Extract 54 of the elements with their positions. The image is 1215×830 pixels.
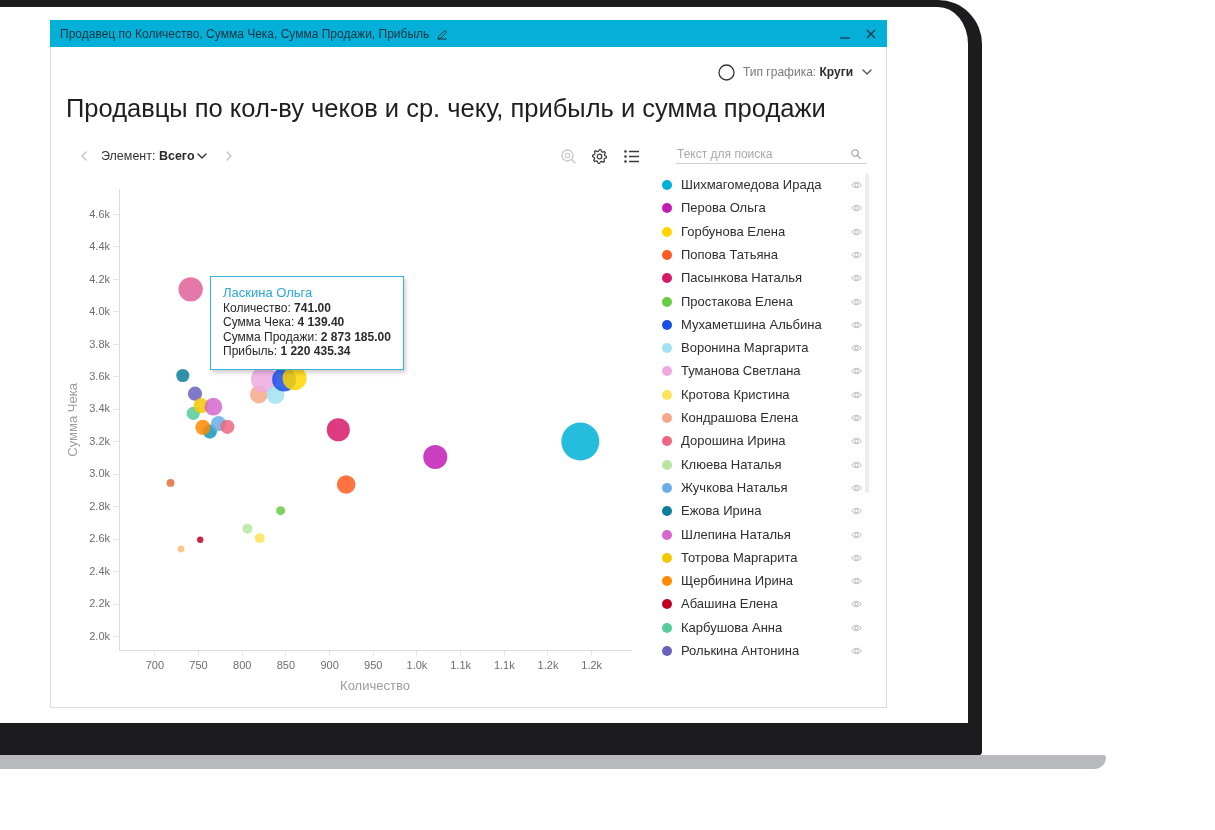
x-tick-label: 950 <box>364 659 383 672</box>
tooltip: Ласкина Ольга Количество: 741.00 Сумма Чека: 4 139.40 Сумма Продажи: 2 873 185.00 Прибыль: 1 220 435.34 <box>210 276 404 370</box>
legend-label: Клюева Наталья <box>681 456 782 473</box>
chart-title: Продавцы по кол-ву чеков и ср. чеку, прибыль и сумма продажи <box>66 93 826 123</box>
text: Тип графика: Круги <box>743 65 854 79</box>
text: Продавец по Количество, Сумма Чека, Сумма Продажи, Прибыль <box>60 27 430 41</box>
x-tick-label: 800 <box>233 659 252 672</box>
y-tick-label: 3.4k <box>89 402 111 415</box>
legend-label: Щербинина Ирина <box>681 573 794 590</box>
x-tick-label: 1.2k <box>581 659 603 672</box>
x-tick-label: 1.1k <box>493 659 516 672</box>
legend-label: Карбушова Анна <box>681 619 783 636</box>
legend-label: Шлепина Наталья <box>681 526 791 543</box>
y-tick-label: 2.0k <box>89 629 111 642</box>
legend-label: Кротова Кристина <box>681 386 790 403</box>
x-tick-label: 700 <box>145 659 164 672</box>
y-tick-label: 3.0k <box>89 467 111 480</box>
legend-label: Простакова Елена <box>681 293 793 310</box>
legend-label: Шихмагомедова Ирада <box>681 177 822 193</box>
y-axis-title: Сумма Чека <box>65 382 81 457</box>
x-tick-label: 1.0k <box>406 659 428 672</box>
y-tick-label: 3.8k <box>89 337 111 350</box>
x-tick-label: 1.2k <box>537 659 559 672</box>
legend-label: Ежова Ирина <box>681 503 762 520</box>
x-tick-label: 900 <box>320 659 339 672</box>
legend-label: Ролькина Антонина <box>681 643 800 659</box>
text: Элемент: Всего <box>101 149 195 164</box>
legend-label: Дорошина Ирина <box>681 433 786 450</box>
x-tick-label: 850 <box>276 659 296 672</box>
legend-label: Тотрова Маргарита <box>681 549 798 566</box>
legend-label: Горбунова Елена <box>681 223 786 240</box>
y-tick-label: 4.4k <box>89 240 111 253</box>
y-tick-label: 2.2k <box>89 597 111 610</box>
y-tick-label: 4.2k <box>89 272 111 285</box>
legend-label: Попова Татьяна <box>681 246 778 263</box>
y-tick-label: 4.0k <box>89 305 111 318</box>
legend-label: Пасынкова Наталья <box>681 270 803 287</box>
y-tick-label: 2.4k <box>89 564 111 577</box>
x-tick-label: 750 <box>189 659 208 672</box>
legend-label: Перова Ольга <box>681 200 766 217</box>
legend-label: Туманова Светлана <box>681 363 801 380</box>
search-field: Текст для поиска <box>676 145 866 164</box>
legend-label: Мухаметшина Альбина <box>681 316 822 333</box>
y-tick-label: 4.6k <box>89 207 111 220</box>
x-axis-title: Количество <box>340 677 410 693</box>
legend-label: Жучкова Наталья <box>681 479 788 496</box>
y-tick-label: 2.6k <box>89 532 111 545</box>
legend-label: Кондрашова Елена <box>681 410 799 426</box>
legend-label: Воронина Маргарита <box>681 340 809 357</box>
y-tick-label: 3.6k <box>89 369 111 382</box>
legend-label: Абашина Елена <box>681 596 778 613</box>
x-tick-label: 1.1k <box>450 659 472 672</box>
y-tick-label: 2.8k <box>89 499 111 512</box>
y-tick-label: 3.2k <box>89 434 111 447</box>
